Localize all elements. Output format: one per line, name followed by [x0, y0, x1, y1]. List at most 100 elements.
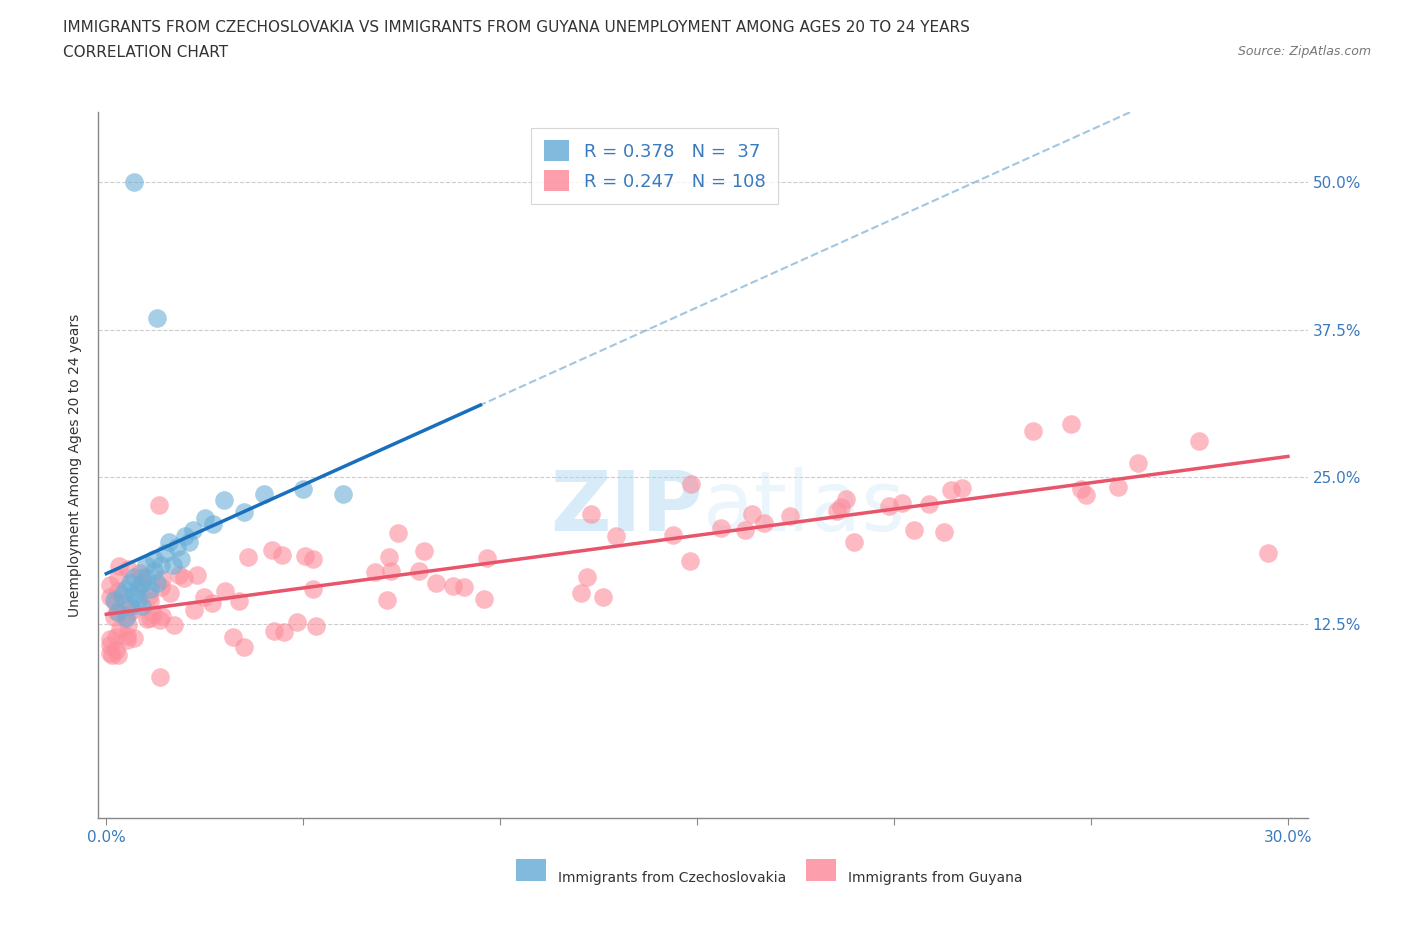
Point [214, 583, 236, 598]
Point [110, 621, 132, 636]
Point [579, 507, 602, 522]
Point [233, 505, 256, 520]
Text: Source: ZipAtlas.com: Source: ZipAtlas.com [1237, 45, 1371, 58]
Point [138, 593, 160, 608]
FancyBboxPatch shape [806, 859, 837, 881]
Point [305, 618, 328, 633]
Point [201, 595, 224, 610]
Point [214, 493, 236, 508]
Point [779, 509, 801, 524]
Point [135, 611, 157, 626]
Point [149, 613, 172, 628]
Text: CORRELATION CHART: CORRELATION CHART [63, 45, 228, 60]
Point [387, 525, 409, 540]
Point [472, 591, 495, 606]
Point [167, 568, 190, 583]
Point [253, 487, 276, 502]
Point [734, 523, 756, 538]
Point [201, 516, 224, 531]
Point [107, 647, 129, 662]
Point [380, 564, 402, 578]
Point [127, 593, 149, 608]
Y-axis label: Unemployment Among Ages 20 to 24 years: Unemployment Among Ages 20 to 24 years [69, 313, 83, 617]
Point [835, 492, 858, 507]
Point [150, 608, 173, 623]
Point [1257, 546, 1279, 561]
Point [222, 630, 245, 644]
Point [193, 590, 215, 604]
Point [375, 593, 398, 608]
Legend: R = 0.378   N =  37, R = 0.247   N = 108: R = 0.378 N = 37, R = 0.247 N = 108 [531, 127, 778, 204]
Point [1060, 417, 1083, 432]
Point [146, 311, 169, 325]
Point [138, 589, 160, 604]
Point [104, 595, 127, 610]
Point [117, 618, 139, 632]
Point [118, 576, 141, 591]
Point [98, 631, 121, 646]
Point [105, 604, 128, 619]
Text: Immigrants from Guyana: Immigrants from Guyana [848, 871, 1022, 885]
Point [752, 515, 775, 530]
Point [122, 587, 145, 602]
Point [271, 548, 294, 563]
Point [115, 581, 138, 596]
Point [477, 551, 499, 565]
Point [425, 576, 447, 591]
Point [932, 525, 955, 540]
Point [453, 579, 475, 594]
Point [101, 648, 124, 663]
Point [260, 542, 283, 557]
Point [107, 571, 129, 586]
Point [112, 594, 135, 609]
Point [139, 610, 162, 625]
Point [142, 564, 165, 578]
Point [166, 540, 188, 555]
Point [741, 507, 763, 522]
Point [177, 534, 200, 549]
Point [263, 623, 285, 638]
Point [292, 481, 315, 496]
Point [155, 546, 177, 561]
Point [148, 498, 170, 512]
Point [138, 581, 160, 596]
Point [186, 568, 208, 583]
Point [122, 569, 145, 584]
Point [569, 586, 592, 601]
Point [681, 477, 703, 492]
Point [98, 638, 121, 653]
Point [710, 521, 733, 536]
Point [228, 593, 250, 608]
Point [332, 487, 354, 502]
Point [301, 581, 323, 596]
Point [1070, 482, 1092, 497]
Point [1074, 488, 1097, 503]
Point [98, 578, 121, 592]
Point [575, 569, 598, 584]
Point [302, 551, 325, 566]
Point [111, 587, 134, 602]
Point [129, 578, 152, 592]
Point [662, 527, 685, 542]
Point [103, 610, 125, 625]
Point [233, 640, 256, 655]
Point [150, 558, 173, 573]
Point [1126, 456, 1149, 471]
Point [377, 550, 399, 565]
Point [117, 561, 139, 576]
Text: atlas: atlas [703, 467, 904, 548]
Point [146, 576, 169, 591]
Point [150, 572, 173, 587]
Point [127, 581, 149, 596]
Point [903, 523, 925, 538]
Point [118, 599, 141, 614]
Point [825, 503, 848, 518]
Point [122, 603, 145, 618]
Point [107, 604, 129, 619]
Point [183, 603, 205, 618]
Point [294, 549, 316, 564]
FancyBboxPatch shape [516, 859, 546, 881]
Point [364, 565, 387, 579]
Point [939, 483, 962, 498]
Point [142, 607, 165, 622]
